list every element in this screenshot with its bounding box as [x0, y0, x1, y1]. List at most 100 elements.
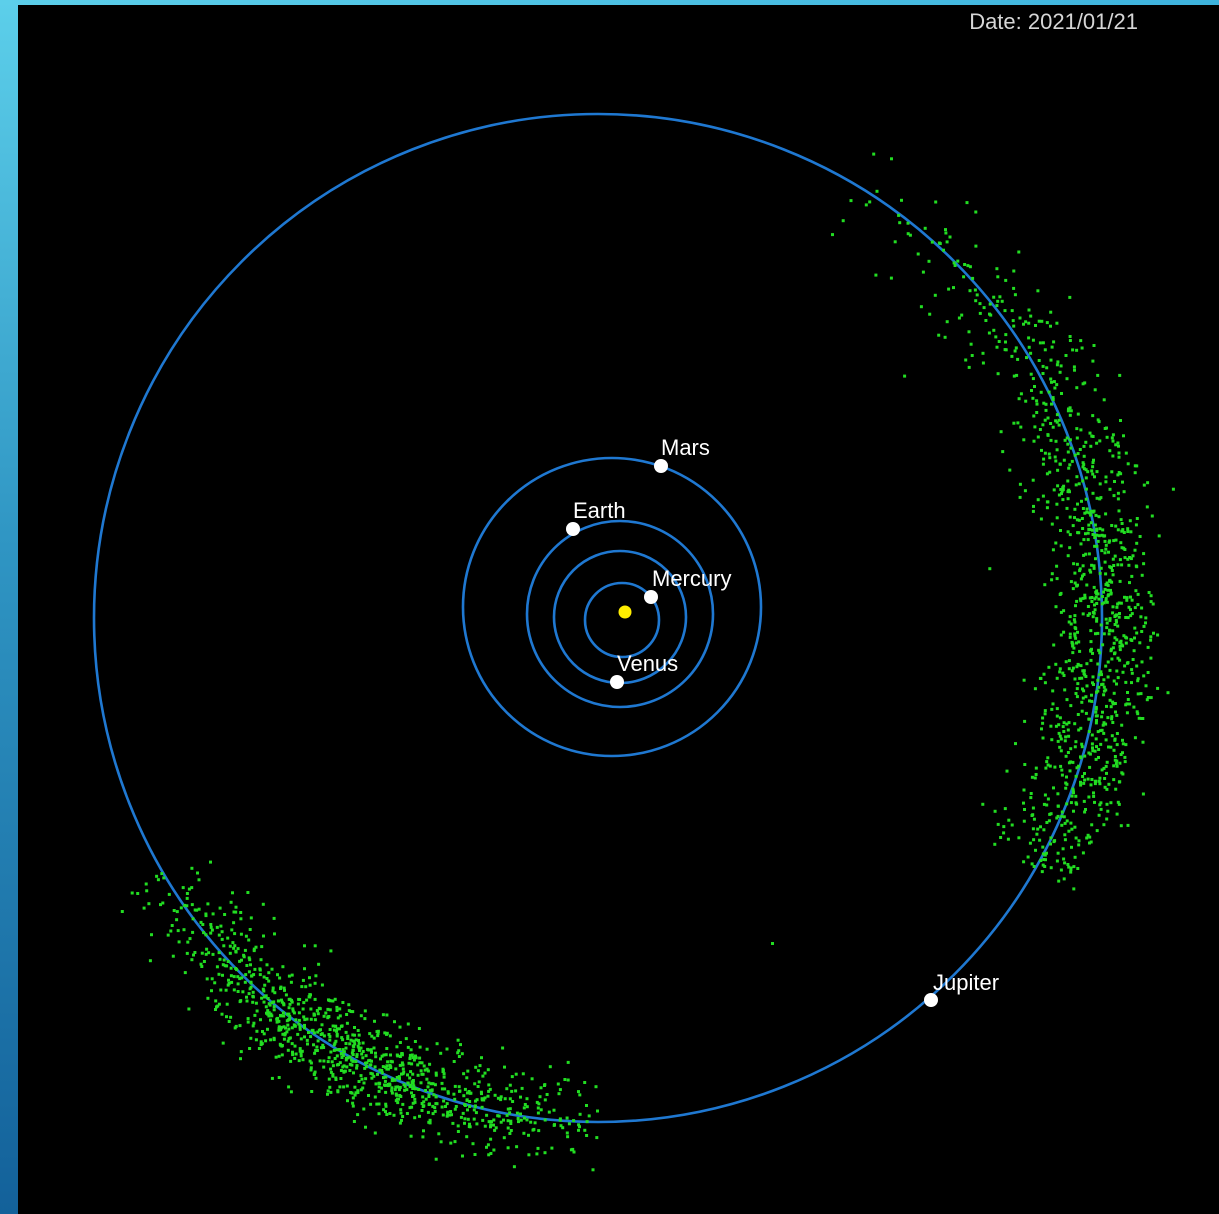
asteroid-dot [155, 874, 159, 878]
asteroid-dot [1135, 664, 1139, 668]
asteroid-dot [1055, 383, 1059, 387]
asteroid-dot [301, 1058, 305, 1062]
asteroid-dot [400, 1052, 404, 1055]
asteroid-dot [329, 949, 333, 953]
asteroid-dot [1057, 731, 1061, 735]
asteroid-dot [1114, 618, 1118, 622]
asteroid-dot [285, 1030, 289, 1034]
asteroid-dot [536, 1106, 540, 1110]
asteroid-dot [255, 1009, 259, 1013]
asteroid-dot [577, 1128, 580, 1132]
asteroid-dot [943, 335, 947, 339]
asteroid-dot [270, 1014, 274, 1018]
asteroid-dot [1102, 678, 1106, 682]
asteroid-dot [322, 1046, 326, 1049]
asteroid-dot [1032, 504, 1035, 508]
asteroid-dot [421, 1135, 425, 1139]
asteroid-dot [525, 1118, 529, 1122]
asteroid-dot [453, 1097, 457, 1101]
asteroid-dot [213, 981, 217, 985]
asteroid-dot [210, 928, 214, 932]
asteroid-dot [987, 331, 991, 335]
asteroid-dot [1049, 310, 1053, 314]
asteroid-dot [503, 1097, 507, 1101]
asteroid-dot [287, 1085, 291, 1089]
asteroid-dot [1109, 745, 1113, 749]
asteroid-dot [383, 1031, 387, 1035]
asteroid-dot [1102, 823, 1106, 827]
asteroid-dot [1083, 511, 1087, 515]
asteroid-dot [1082, 781, 1086, 785]
asteroid-dot [1090, 563, 1094, 567]
asteroid-dot [1136, 603, 1140, 607]
asteroid-dot [1042, 858, 1046, 861]
asteroid-dot [1062, 730, 1066, 733]
asteroid-dot [481, 1074, 485, 1078]
asteroid-dot [1059, 764, 1063, 768]
asteroid-dot [441, 1113, 445, 1117]
asteroid-dot [1060, 773, 1064, 777]
asteroid-dot [351, 1044, 355, 1048]
asteroid-dot [1094, 707, 1098, 711]
asteroid-dot [1105, 704, 1108, 708]
asteroid-dot [1111, 629, 1115, 633]
asteroid-dot [351, 1053, 355, 1057]
asteroid-dot [346, 1037, 350, 1040]
asteroid-dot [996, 275, 1000, 279]
asteroid-dot [1116, 602, 1120, 606]
asteroid-dot [916, 252, 920, 256]
asteroid-dot [591, 1168, 595, 1172]
asteroid-dot [301, 978, 305, 982]
asteroid-dot [1105, 600, 1109, 604]
asteroid-dot [527, 1153, 531, 1157]
asteroid-dot [1081, 382, 1085, 386]
asteroid-dot [1081, 612, 1085, 616]
asteroid-dot [522, 1131, 526, 1135]
asteroid-dot [1045, 803, 1049, 807]
asteroid-dot [343, 1069, 347, 1073]
asteroid-dot [267, 1011, 271, 1015]
asteroid-dot [192, 953, 195, 957]
asteroid-dot [1049, 842, 1052, 846]
asteroid-dot [1029, 792, 1033, 795]
asteroid-dot [331, 1072, 335, 1076]
asteroid-dot [305, 998, 309, 1002]
asteroid-dot [519, 1095, 522, 1099]
asteroid-dot [427, 1120, 431, 1124]
asteroid-dot [1084, 711, 1088, 715]
asteroid-dot [1140, 573, 1144, 577]
asteroid-dot [1047, 665, 1051, 669]
asteroid-dot [258, 967, 262, 971]
asteroid-dot [386, 1060, 390, 1064]
asteroid-dot [997, 340, 1001, 343]
asteroid-dot [771, 942, 774, 945]
asteroid-dot [1067, 734, 1071, 738]
asteroid-dot [1055, 363, 1059, 367]
asteroid-dot [221, 963, 225, 967]
asteroid-dot [1075, 599, 1079, 603]
asteroid-dot [459, 1043, 462, 1047]
asteroid-dot [226, 960, 230, 963]
asteroid-dot [214, 999, 218, 1003]
asteroid-dot [536, 1146, 540, 1150]
asteroid-dot [1135, 710, 1139, 714]
asteroid-dot [1035, 399, 1039, 403]
asteroid-dot [270, 1001, 274, 1005]
asteroid-dot [1091, 491, 1095, 495]
asteroid-dot [1065, 802, 1069, 806]
asteroid-dot [291, 1007, 295, 1011]
asteroid-dot [1041, 423, 1045, 427]
asteroid-dot [372, 1046, 376, 1050]
asteroid-dot [234, 1024, 238, 1028]
asteroid-dot [1017, 397, 1021, 401]
asteroid-dot [1076, 502, 1079, 506]
asteroid-dot [258, 973, 262, 977]
asteroid-dot [508, 1107, 512, 1111]
asteroid-dot [962, 275, 966, 279]
asteroid-dot [262, 995, 266, 999]
asteroid-dot [364, 1054, 368, 1058]
asteroid-dot [1071, 644, 1075, 648]
asteroid-dot [536, 1111, 540, 1115]
asteroid-dot [1036, 435, 1040, 439]
asteroid-dot [1104, 583, 1108, 587]
